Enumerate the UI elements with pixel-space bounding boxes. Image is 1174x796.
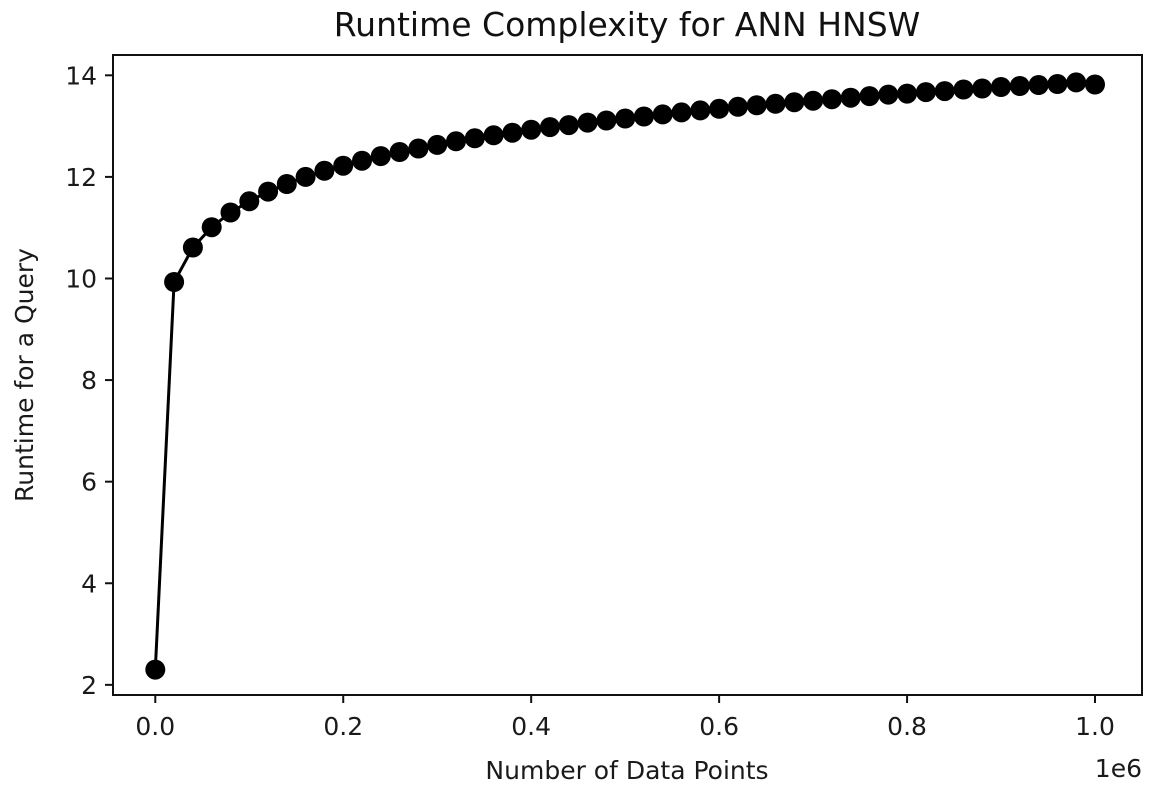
x-tick-label: 0.2 — [323, 712, 363, 741]
y-tick-label: 6 — [81, 468, 97, 497]
plot-frame — [112, 54, 1143, 696]
y-axis: 2 4 6 8 10 12 14 — [65, 61, 113, 700]
data-point — [596, 110, 617, 131]
x-tick-label: 0.4 — [511, 712, 551, 741]
data-point — [427, 134, 448, 155]
data-point — [239, 191, 260, 212]
data-point — [540, 117, 560, 138]
y-axis-label: Runtime for a Query — [10, 248, 39, 502]
data-point — [765, 93, 786, 114]
x-tick-label: 0.0 — [135, 712, 175, 741]
data-point — [709, 98, 730, 119]
data-point — [1009, 76, 1030, 96]
data-point — [859, 86, 880, 107]
data-point — [652, 104, 673, 125]
data-point — [803, 90, 824, 111]
chart-title: Runtime Complexity for ANN HNSW — [334, 5, 921, 44]
data-point — [220, 202, 241, 223]
data-point — [897, 83, 918, 104]
data-point — [333, 155, 354, 176]
data-point — [671, 102, 692, 123]
data-point — [878, 84, 899, 105]
data-point — [934, 81, 955, 102]
data-point — [690, 100, 711, 121]
data-point — [370, 146, 391, 167]
data-point — [633, 106, 654, 127]
data-points — [145, 72, 1105, 680]
x-tick-label: 0.6 — [699, 712, 739, 741]
data-point — [1066, 72, 1087, 93]
data-point — [295, 166, 316, 187]
data-point — [953, 79, 974, 100]
data-point — [746, 95, 767, 116]
y-tick-label: 14 — [65, 61, 97, 90]
data-point — [352, 150, 372, 171]
data-point — [1085, 74, 1105, 95]
data-point — [915, 82, 936, 103]
data-point — [991, 77, 1011, 97]
data-point — [145, 659, 166, 680]
data-point — [840, 87, 861, 108]
y-tick-label: 4 — [81, 569, 97, 598]
data-point — [408, 138, 429, 159]
data-point — [464, 128, 485, 149]
data-point — [1028, 75, 1049, 95]
y-tick-label: 10 — [65, 264, 97, 293]
data-point — [784, 92, 805, 113]
data-point — [201, 217, 222, 238]
y-tick-label: 8 — [81, 366, 97, 395]
data-point — [258, 181, 279, 202]
x-tick-label: 0.8 — [887, 712, 927, 741]
data-point — [821, 89, 842, 110]
data-point — [972, 78, 993, 99]
data-point — [1047, 74, 1068, 94]
data-point — [389, 142, 410, 162]
data-point — [164, 272, 185, 292]
data-point — [182, 237, 203, 258]
y-tick-label: 12 — [65, 163, 97, 192]
x-tick-label: 1.0 — [1075, 712, 1115, 741]
y-tick-label: 2 — [81, 671, 97, 700]
data-point — [521, 119, 542, 140]
data-point — [446, 131, 466, 152]
x-axis: 0.0 0.2 0.4 0.6 0.8 1.0 — [135, 695, 1115, 741]
data-point — [558, 115, 579, 136]
data-point — [483, 125, 504, 146]
x-axis-label: Number of Data Points — [485, 756, 768, 785]
data-point — [502, 122, 523, 143]
data-point — [615, 108, 636, 129]
data-point — [727, 96, 748, 117]
data-point — [577, 112, 598, 133]
x-axis-offset-text: 1e6 — [1095, 754, 1142, 783]
data-point — [314, 160, 335, 181]
series-line — [153, 80, 1096, 670]
data-point — [276, 174, 297, 194]
